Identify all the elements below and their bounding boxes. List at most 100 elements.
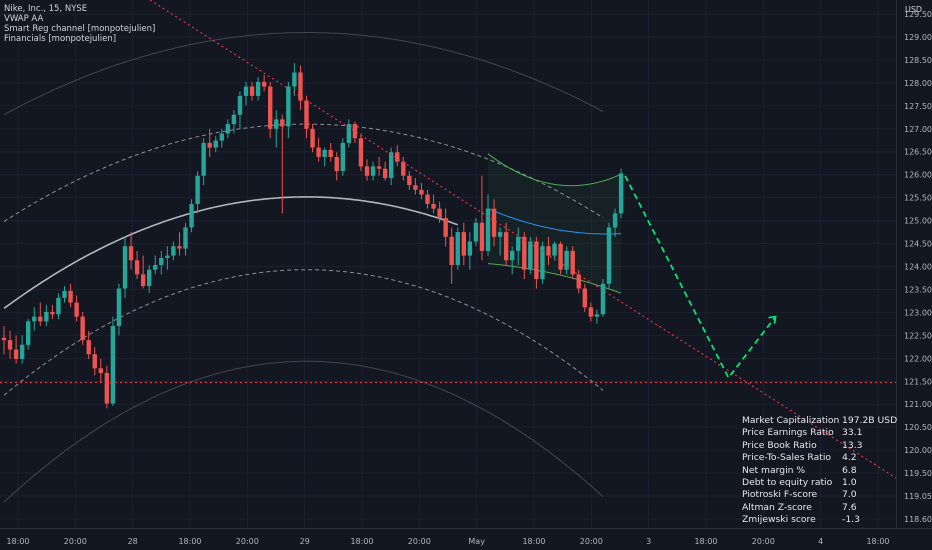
candle-body xyxy=(13,349,19,359)
candle-body xyxy=(310,128,315,148)
candle-body xyxy=(328,149,333,157)
price-tick-label: 124.50 xyxy=(904,240,932,249)
financials-value: 6.8 xyxy=(842,464,857,476)
regression-channel-fill xyxy=(488,153,622,294)
candle-body xyxy=(249,86,255,96)
time-tick-label: 20:00 xyxy=(236,537,259,546)
candle-body xyxy=(594,314,600,317)
price-axis[interactable]: 129.50 129.00 128.50 128.00 127.50 127.00 126.… xyxy=(904,10,932,524)
vwap-line xyxy=(3,196,459,310)
price-tick-label: 120.00 xyxy=(904,446,932,455)
symbol-title[interactable]: Nike, Inc., 15, NYSE xyxy=(4,4,88,14)
candle-body xyxy=(576,274,581,289)
time-tick-label: 18:00 xyxy=(866,537,889,546)
candle-body xyxy=(552,243,557,256)
time-tick-label: 20:00 xyxy=(580,537,603,546)
candle-body xyxy=(546,246,551,256)
indicator-regression-channel-label[interactable]: Smart Reg channel [monpotejulien] xyxy=(4,24,156,34)
financials-label: Zmijewski score xyxy=(742,514,816,526)
candle-body xyxy=(600,283,606,315)
financials-row: Piotroski F-score 7.0 xyxy=(742,489,902,501)
candle-body xyxy=(401,161,406,176)
time-tick-label: 20:00 xyxy=(752,537,775,546)
candle-body xyxy=(7,340,13,350)
candle-body xyxy=(243,86,249,96)
candle-body xyxy=(122,246,128,289)
candle-body xyxy=(153,265,158,270)
financials-value: 7.6 xyxy=(842,501,857,513)
candle-body xyxy=(558,243,563,270)
candle-body xyxy=(44,311,49,322)
candle-body xyxy=(419,189,424,195)
candle-body xyxy=(237,95,243,115)
price-tick-label: 129.00 xyxy=(904,33,932,42)
candle-body xyxy=(467,241,473,256)
price-tick-label: 121.50 xyxy=(904,377,932,386)
price-tick-label: 123.50 xyxy=(904,285,932,294)
candle-body xyxy=(80,316,85,341)
financials-label: Price Earnings Ratio xyxy=(742,427,834,439)
financials-row: Price-To-Sales Ratio 4.2 xyxy=(742,452,902,464)
candle-body xyxy=(510,250,515,261)
financials-value: 4.2 xyxy=(842,452,857,464)
financials-value: 13.3 xyxy=(842,439,863,451)
candle-body xyxy=(316,147,321,157)
financials-row: Debt to equity ratio 1.0 xyxy=(742,477,902,489)
time-tick-label: 18:00 xyxy=(178,537,201,546)
indicator-lines xyxy=(3,32,622,503)
candle-body xyxy=(68,290,73,303)
financials-value: 33.1 xyxy=(842,427,863,439)
candle-body xyxy=(461,232,466,256)
financials-row: Zmijewski score -1.3 xyxy=(742,514,902,526)
financials-label: Debt to equity ratio xyxy=(742,477,833,489)
currency-label[interactable]: USD xyxy=(905,5,923,14)
financials-label: Net margin % xyxy=(742,464,806,476)
candle-body xyxy=(201,142,206,176)
candle-body xyxy=(322,149,327,157)
price-tick-label: 122.00 xyxy=(904,354,932,363)
chart-legend: Nike, Inc., 15, NYSE VWAP AA Smart Reg c… xyxy=(4,4,155,44)
candle-body xyxy=(503,232,509,261)
candle-body xyxy=(177,246,182,249)
price-tick-label: 119.50 xyxy=(904,469,932,478)
time-axis[interactable]: 18:00 20:00 28 18:00 20:00 29 18:00 20:00 May 18:… xyxy=(6,537,889,546)
candle-body xyxy=(364,166,370,176)
candle-body xyxy=(92,354,97,369)
candle-body xyxy=(219,133,224,141)
candle-body xyxy=(56,297,61,315)
candle-body xyxy=(274,119,279,129)
candle-body xyxy=(473,222,479,242)
candle-body xyxy=(612,213,618,228)
candle-body xyxy=(606,227,612,284)
financials-value: 7.0 xyxy=(842,489,857,501)
financials-value: 197.2B USD xyxy=(842,415,898,426)
candle-body xyxy=(540,246,545,280)
financials-row: Market Capitalization 197.2B USD xyxy=(742,415,902,427)
candle-body xyxy=(395,152,400,162)
financials-label: Price-To-Sales Ratio xyxy=(742,452,832,464)
candle-body xyxy=(286,86,291,127)
regression-channel-mid xyxy=(487,208,622,235)
candle-body xyxy=(74,302,79,317)
indicator-financials-label[interactable]: Financials [monpotejulien] xyxy=(4,34,117,44)
financials-table: Market Capitalization 197.2B USD Price Ea… xyxy=(742,415,902,527)
candle-body xyxy=(389,152,394,179)
time-tick-label: 3 xyxy=(646,537,651,546)
candle-body xyxy=(449,236,454,265)
price-tick-label: 119.05 xyxy=(904,492,932,501)
candle-body xyxy=(491,208,497,237)
time-tick-label: 18:00 xyxy=(6,537,29,546)
time-tick-label: 20:00 xyxy=(408,537,431,546)
price-tick-label: 129.50 xyxy=(904,10,932,19)
drawing-overlays xyxy=(0,0,897,479)
price-tick-label: 121.00 xyxy=(904,400,932,409)
candle-body xyxy=(443,218,448,237)
candle-body xyxy=(534,241,539,280)
candle-body xyxy=(431,203,436,209)
candlestick-series xyxy=(1,63,624,409)
candle-body xyxy=(195,175,200,204)
candle-body xyxy=(346,124,352,143)
indicator-vwap-label[interactable]: VWAP AA xyxy=(4,14,44,24)
financials-value: -1.3 xyxy=(842,514,860,526)
